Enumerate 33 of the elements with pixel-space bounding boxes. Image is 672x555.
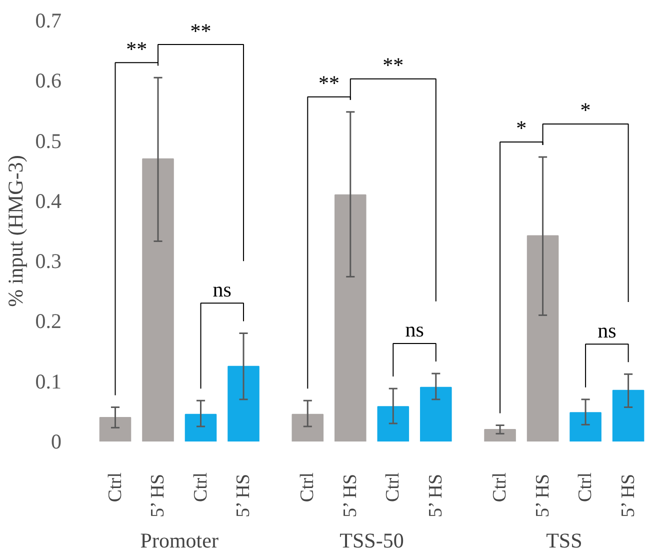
annotation: * <box>516 116 527 140</box>
annotation: ns <box>405 318 424 342</box>
y-tick-label: 0.3 <box>35 249 62 274</box>
text: Promoter <box>140 528 218 552</box>
y-tick-label: 0.4 <box>35 188 62 213</box>
x-tick-label: Ctrl <box>297 472 318 502</box>
annotation: ** <box>190 18 212 43</box>
annotation: ns <box>598 318 616 342</box>
x-tick-label: 5’ HS <box>148 474 169 518</box>
y-tick-label: 0.7 <box>35 8 62 32</box>
x-tick-label: 5’ HS <box>233 474 254 518</box>
annotation: * <box>580 98 591 122</box>
x-tick-label: Ctrl <box>104 472 126 502</box>
annotation: ns <box>212 277 232 302</box>
y-tick-label: 0 <box>51 430 62 454</box>
y-axis-title: % input (HMG-3) <box>3 155 28 307</box>
x-tick-label: 5’ HS <box>618 474 639 518</box>
x-tick-label: 5’ HS <box>425 474 446 518</box>
x-tick-label: 5’ HS <box>532 474 554 518</box>
x-tick-label: Ctrl <box>190 472 212 502</box>
x-tick-label: Ctrl <box>575 472 596 502</box>
annotation: ** <box>318 71 340 96</box>
x-tick-label: Ctrl <box>382 472 404 502</box>
y-tick-label: 0.2 <box>35 309 62 334</box>
x-tick-label: 5’ HS <box>340 474 361 518</box>
y-tick-label: 0.5 <box>35 128 62 153</box>
x-tick-label: Ctrl <box>490 472 511 502</box>
annotation: ** <box>126 36 148 61</box>
text: TSS-50 <box>340 528 404 552</box>
y-tick-label: 0.6 <box>35 68 62 93</box>
text: TSS <box>546 528 582 552</box>
annotation: ** <box>382 53 404 78</box>
y-tick-label: 0.1 <box>35 369 62 394</box>
